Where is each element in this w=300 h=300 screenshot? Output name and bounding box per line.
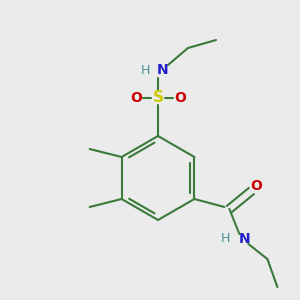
Text: O: O: [250, 179, 262, 193]
Text: H: H: [140, 64, 150, 76]
Text: H: H: [221, 232, 230, 245]
Text: O: O: [130, 91, 142, 105]
Text: N: N: [157, 63, 169, 77]
Text: N: N: [238, 232, 250, 246]
Text: O: O: [174, 91, 186, 105]
Text: S: S: [152, 91, 164, 106]
